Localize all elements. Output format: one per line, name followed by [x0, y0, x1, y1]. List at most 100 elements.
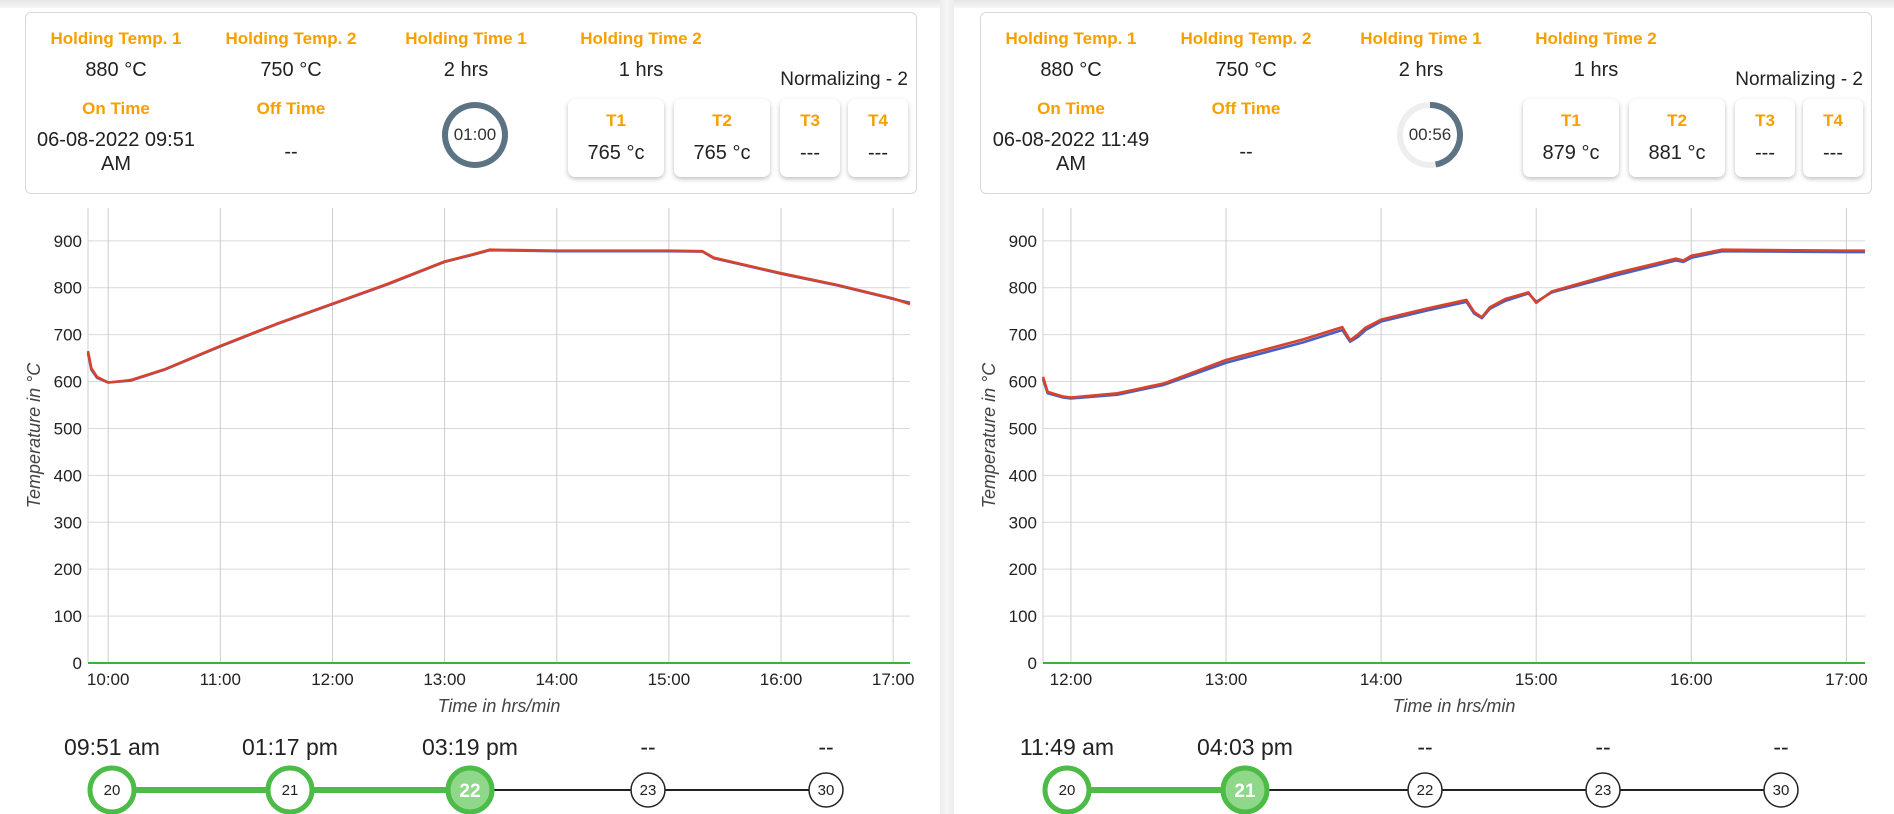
x-tick-label: 14:00 — [535, 670, 578, 689]
sensor-card-t3: T3 --- — [780, 99, 840, 177]
holding-time-1-label: Holding Time 1 — [405, 29, 527, 48]
x-tick-label: 10:00 — [87, 670, 130, 689]
temperature-series-1 — [1041, 249, 1865, 400]
y-tick-label: 500 — [1009, 419, 1037, 438]
holding-time-1-label: Holding Time 1 — [1360, 29, 1482, 48]
timeline-node-circle — [1763, 772, 1799, 808]
timer-ring-progress — [442, 102, 508, 168]
chart-series — [1041, 248, 1865, 664]
y-tick-label: 200 — [54, 560, 82, 579]
chart-grid — [1042, 208, 1865, 664]
sensor-label: T4 — [868, 111, 888, 130]
y-tick-label: 400 — [54, 466, 82, 485]
furnace-info-card: Holding Temp. 1 880 °C Holding Temp. 2 7… — [980, 12, 1872, 194]
holding-timer-ring: 00:56 — [1397, 102, 1463, 168]
furnace-info-card: Holding Temp. 1 880 °C Holding Temp. 2 7… — [25, 12, 917, 194]
holding-timer-ring: 01:00 — [442, 102, 508, 168]
timeline-stage-time: 01:17 pm — [242, 734, 338, 760]
furnace-panel-left: Holding Temp. 1 880 °C Holding Temp. 2 7… — [0, 0, 932, 814]
y-tick-label: 700 — [1009, 326, 1037, 345]
x-tick-label: 12:00 — [1050, 670, 1093, 689]
sensor-value: --- — [1755, 142, 1775, 164]
timeline-node-30: 30 — [1763, 772, 1799, 808]
timeline-stage-time: 04:03 pm — [1197, 734, 1293, 760]
timeline-stage-time: 09:51 am — [64, 734, 160, 760]
timeline-node-circle — [1585, 772, 1621, 808]
y-tick-label: 300 — [1009, 513, 1037, 532]
off-time-value: -- — [284, 141, 298, 163]
timeline-node-circle — [1220, 765, 1270, 814]
sensor-value: --- — [800, 142, 820, 164]
timeline-node-21: 21 — [1220, 765, 1270, 814]
x-tick-label: 13:00 — [1205, 670, 1248, 689]
sensor-card-t4: T4 --- — [848, 99, 908, 177]
holding-temp-2-value: 750 °C — [260, 59, 322, 81]
sensor-card-t4: T4 --- — [1803, 99, 1863, 177]
on-time-value: 06-08-2022 09:51 AM — [37, 129, 195, 175]
holding-time-1-value: 2 hrs — [1398, 59, 1444, 81]
sensor-label: T1 — [1561, 111, 1581, 130]
timeline-node-circle — [87, 765, 137, 814]
temperature-series-2 — [1041, 248, 1865, 399]
sensor-label: T3 — [800, 111, 820, 130]
temperature-series-1 — [86, 248, 911, 384]
holding-temp-1-value: 880 °C — [85, 59, 147, 81]
holding-temp-2-label: Holding Temp. 2 — [1180, 29, 1312, 48]
timer-text: 00:56 — [1409, 125, 1452, 144]
y-tick-label: 900 — [1009, 232, 1037, 251]
x-tick-label: 12:00 — [311, 670, 354, 689]
timer-text: 01:00 — [454, 125, 497, 144]
sensor-card-t1: T1 879 °c — [1523, 99, 1619, 177]
y-tick-label: 600 — [1009, 373, 1037, 392]
y-tick-label: 700 — [54, 326, 82, 345]
temperature-series-2 — [86, 248, 911, 384]
y-axis-ticks: 0 100 200 300 400 500 600 700 800 900 — [1009, 232, 1037, 673]
sensor-label: T2 — [1667, 111, 1687, 130]
timeline-stage-time: -- — [1773, 734, 1789, 760]
x-tick-label: 16:00 — [1670, 670, 1713, 689]
chart-grid — [87, 208, 910, 664]
sensor-label: T4 — [1823, 111, 1843, 130]
y-tick-label: 800 — [1009, 279, 1037, 298]
y-tick-label: 100 — [54, 607, 82, 626]
y-axis-title: Temperature in °C — [24, 362, 44, 509]
sensor-value: 765 °c — [587, 142, 645, 164]
timeline-node-number: 20 — [1059, 782, 1076, 799]
timeline-node-circle — [630, 772, 666, 808]
x-axis-ticks: 10:00 11:00 12:00 13:00 14:00 15:00 16:00 17:00 — [87, 670, 915, 689]
holding-temp-1-label: Holding Temp. 1 — [50, 29, 182, 48]
timeline-node-30: 30 — [808, 772, 844, 808]
x-tick-label: 16:00 — [760, 670, 803, 689]
y-tick-label: 0 — [1028, 654, 1037, 673]
sensor-card-t2: T2 881 °c — [1629, 99, 1725, 177]
timeline-node-circle — [1407, 772, 1443, 808]
timeline-node-21: 21 — [265, 765, 315, 814]
timeline-node-20: 20 — [87, 765, 137, 814]
sensor-value: 879 °c — [1542, 142, 1600, 164]
holding-temp-2-label: Holding Temp. 2 — [225, 29, 357, 48]
timeline-track: 20 21 22 23 30 — [87, 765, 844, 814]
y-tick-label: 400 — [1009, 466, 1037, 485]
x-tick-label: 15:00 — [648, 670, 691, 689]
y-tick-label: 0 — [73, 654, 82, 673]
holding-time-2-value: 1 hrs — [1573, 59, 1619, 81]
timeline-stage-time: 03:19 pm — [422, 734, 518, 760]
chart-series — [86, 248, 911, 664]
sensor-value: 881 °c — [1648, 142, 1706, 164]
mode-label: Normalizing - 2 — [1735, 69, 1863, 90]
timeline-node-circle — [445, 765, 495, 814]
timeline-node-number: 30 — [1773, 782, 1790, 799]
timeline-node-circle — [808, 772, 844, 808]
timeline-node-number: 22 — [459, 781, 480, 802]
sensor-label: T3 — [1755, 111, 1775, 130]
x-tick-label: 17:00 — [1825, 670, 1868, 689]
holding-temp-1-value: 880 °C — [1040, 59, 1102, 81]
timeline-node-22: 22 — [1407, 772, 1443, 808]
holding-temp-2-value: 750 °C — [1215, 59, 1277, 81]
y-tick-label: 500 — [54, 419, 82, 438]
x-tick-label: 11:00 — [200, 670, 241, 689]
x-tick-label: 15:00 — [1515, 670, 1558, 689]
furnace-panel-right: Holding Temp. 1 880 °C Holding Temp. 2 7… — [955, 0, 1887, 814]
